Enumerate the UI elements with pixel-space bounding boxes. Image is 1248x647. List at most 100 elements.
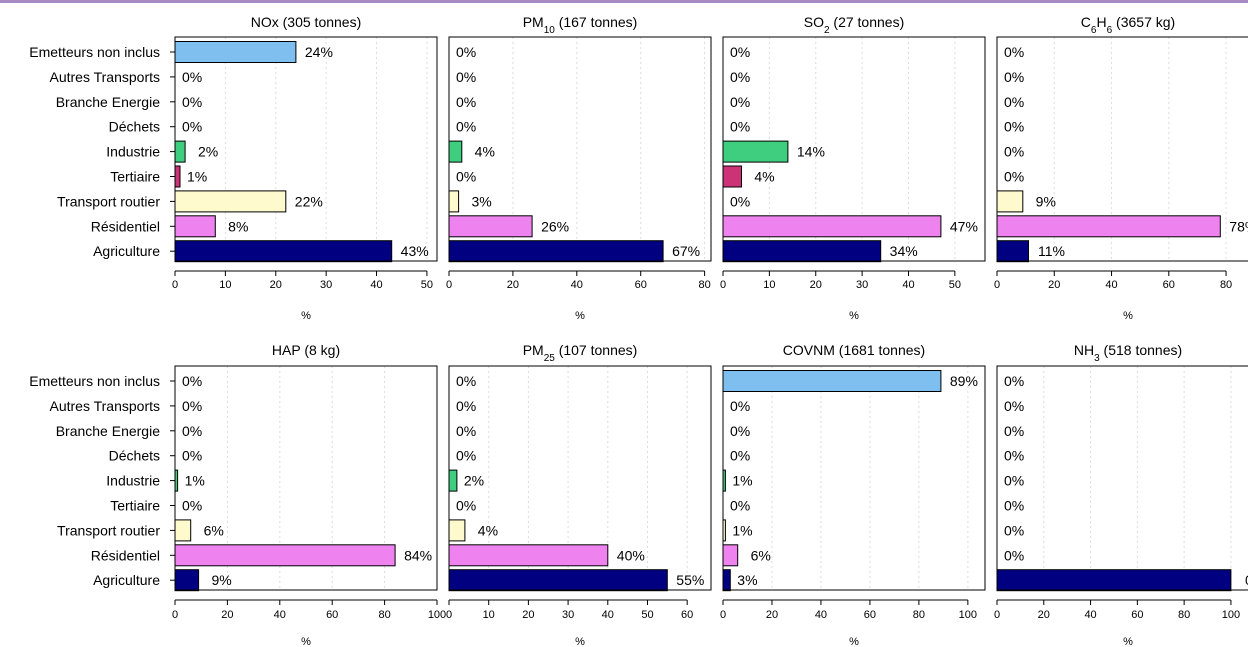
category-label-transport-routier: Transport routier <box>57 522 160 538</box>
data-label-tertiaire: 0% <box>730 498 750 514</box>
panel-frame <box>722 365 986 591</box>
x-tick-label: 60 <box>1131 609 1143 621</box>
category-label-branche-energie: Branche Energie <box>56 94 161 110</box>
x-tick-label: 0 <box>446 609 452 621</box>
x-axis-title: % <box>301 636 311 647</box>
data-label-industrie: 2% <box>464 473 484 489</box>
category-label-emetteurs-non-inclus: Emetteurs non inclus <box>29 373 160 389</box>
x-tick-label: 40 <box>602 609 614 621</box>
x-tick-label: 40 <box>815 609 827 621</box>
x-tick-label: 80 <box>698 279 710 291</box>
category-label-industrie: Industrie <box>106 144 160 160</box>
data-label-agriculture: 00% <box>1245 572 1248 588</box>
x-tick-label: 20 <box>221 609 233 621</box>
data-label-autres-transports: 0% <box>730 398 750 414</box>
x-tick-label: 20 <box>507 279 519 291</box>
data-label-transport-routier: 0% <box>1004 522 1024 538</box>
data-label-tertiaire: 0% <box>1004 169 1024 185</box>
data-label-branche-energie: 0% <box>456 94 476 110</box>
category-label-residentiel: Résidentiel <box>91 218 160 234</box>
bar-industrie <box>722 140 789 163</box>
data-label-autres-transports: 0% <box>1004 398 1024 414</box>
x-tick-label: 100 <box>1222 609 1240 621</box>
data-label-emetteurs-non-inclus: 0% <box>456 44 476 60</box>
x-tick-label: 0 <box>994 279 1000 291</box>
panel-frame <box>174 365 438 591</box>
data-label-dechets: 0% <box>1004 448 1024 464</box>
x-axis-title: % <box>1123 310 1133 322</box>
x-tick-label: 0 <box>172 609 178 621</box>
bar-agriculture <box>722 240 882 263</box>
category-label-branche-energie: Branche Energie <box>56 423 161 439</box>
x-tick-label: 10 <box>483 609 495 621</box>
x-tick-label: 0 <box>446 279 452 291</box>
bar-industrie <box>448 469 458 492</box>
x-tick-label: 60 <box>635 279 647 291</box>
x-tick-label: 60 <box>1163 279 1175 291</box>
x-tick-label: 0 <box>720 609 726 621</box>
data-label-transport-routier: 1% <box>732 522 752 538</box>
category-label-tertiaire: Tertiaire <box>110 169 160 185</box>
bar-agriculture <box>996 240 1029 263</box>
x-tick-label: 80 <box>378 609 390 621</box>
data-label-emetteurs-non-inclus: 0% <box>730 44 750 60</box>
panel-title: C6H6 (3657 kg) <box>1081 14 1175 36</box>
x-tick-label: 0 <box>172 279 178 291</box>
data-label-dechets: 0% <box>456 448 476 464</box>
data-label-tertiaire: 0% <box>456 498 476 514</box>
bar-transport-routier <box>174 190 287 213</box>
chart-panel-c6h6-3657-kg: 0% 0% 0% 0% 0% 0% 9% 78% 11% 0 20 40 60 80% C6H6 (3657… <box>994 14 1248 322</box>
panel-title: HAP (8 kg) <box>272 342 340 358</box>
x-tick-label: 20 <box>766 609 778 621</box>
data-label-branche-energie: 0% <box>456 423 476 439</box>
panel-frame <box>448 36 712 262</box>
x-tick-label: 30 <box>562 609 574 621</box>
data-label-tertiaire: 0% <box>182 498 202 514</box>
panel-title: NH3 (518 tonnes) <box>1074 342 1182 364</box>
x-tick-label: 40 <box>1084 609 1096 621</box>
panel-frame <box>996 36 1248 262</box>
data-label-residentiel: 84% <box>404 547 432 563</box>
data-label-autres-transports: 0% <box>456 69 476 85</box>
data-label-emetteurs-non-inclus: 0% <box>1004 373 1024 389</box>
x-axis-title: % <box>849 310 859 322</box>
chart-panel-pm10-167-tonnes: 0% 0% 0% 0% 4% 0% 3% 26% 67% 0 20 40 60 80% PM10 (167 … <box>446 14 712 322</box>
x-tick-label: 10 <box>219 279 231 291</box>
x-tick-label: 40 <box>370 279 382 291</box>
data-label-industrie: 14% <box>797 144 825 160</box>
panel-frame <box>448 365 712 591</box>
data-label-agriculture: 43% <box>401 243 429 259</box>
data-label-agriculture: 67% <box>672 243 700 259</box>
x-tick-label: 60 <box>326 609 338 621</box>
data-label-residentiel: 8% <box>228 218 248 234</box>
x-tick-label: 0 <box>720 279 726 291</box>
x-tick-label: 30 <box>856 279 868 291</box>
x-tick-label: 40 <box>902 279 914 291</box>
chart-panel-nox-305-tonnes: 24% 0% 0% 0% 2% 1% 22% 8% 43% 0 10 20 30 40 50% NOx (30… <box>29 14 438 322</box>
bar-residentiel <box>174 215 216 238</box>
data-label-residentiel: 40% <box>617 547 645 563</box>
bar-emetteurs-non-inclus <box>174 41 297 63</box>
category-label-transport-routier: Transport routier <box>57 193 160 209</box>
chart-panel-nh3-518-tonnes: 0% 0% 0% 0% 0% 0% 0% 0% 00% 0 20 40 60 80 100% NH3 (518… <box>994 342 1248 647</box>
category-label-autres-transports: Autres Transports <box>50 398 161 414</box>
data-label-industrie: 2% <box>198 144 218 160</box>
bar-industrie <box>174 140 186 163</box>
panel-title: PM25 (107 tonnes) <box>523 342 638 364</box>
panel-frame <box>996 365 1248 591</box>
bar-tertiaire <box>722 165 742 188</box>
x-tick-label: 100 <box>428 609 446 621</box>
bar-tertiaire <box>174 165 181 188</box>
x-tick-label: 60 <box>864 609 876 621</box>
bar-agriculture <box>174 569 200 592</box>
bar-residentiel <box>722 544 739 567</box>
bar-transport-routier <box>448 519 466 542</box>
bar-transport-routier <box>996 190 1024 213</box>
data-label-residentiel: 47% <box>950 218 978 234</box>
bar-agriculture <box>722 569 731 592</box>
bar-transport-routier <box>174 519 192 542</box>
top-border-rule <box>0 0 1248 3</box>
chart-panel-so2-27-tonnes: 0%0%0%0%14%4%0%47%34%0 10 20 30 40 50%SO2 (27… <box>720 14 986 322</box>
data-label-dechets: 0% <box>730 448 750 464</box>
data-label-transport-routier: 9% <box>1036 193 1056 209</box>
